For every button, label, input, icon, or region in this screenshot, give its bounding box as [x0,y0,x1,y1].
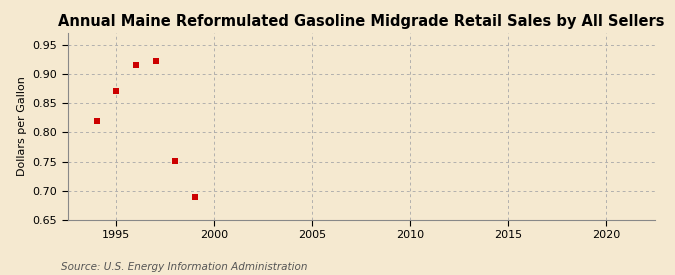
Point [91,119,102,123]
Point [151,59,161,63]
Point [130,62,141,67]
Y-axis label: Dollars per Gallon: Dollars per Gallon [17,76,27,177]
Text: Source: U.S. Energy Information Administration: Source: U.S. Energy Information Administ… [61,262,307,271]
Title: Annual Maine Reformulated Gasoline Midgrade Retail Sales by All Sellers: Annual Maine Reformulated Gasoline Midgr… [58,14,664,29]
Point [111,89,122,93]
Point [189,194,200,199]
Point [169,159,180,163]
